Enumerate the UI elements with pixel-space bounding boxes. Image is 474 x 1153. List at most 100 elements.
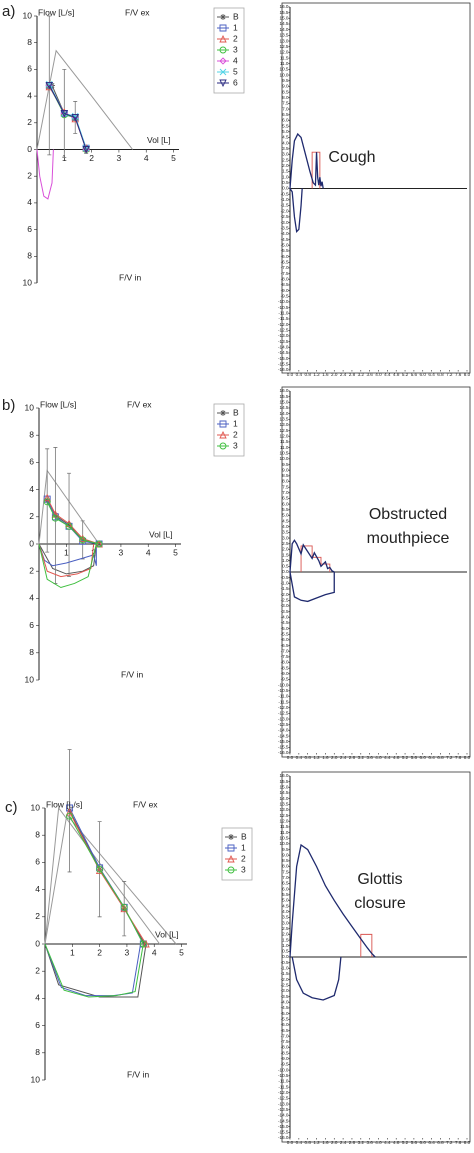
y-tick-label: -2.5: [281, 983, 289, 988]
y-tick-label: 8: [29, 647, 34, 657]
y-tick-label: 7.5: [282, 101, 289, 106]
y-tick-label: 9.5: [282, 78, 289, 83]
flow-trace: [289, 132, 324, 189]
x-tick-label: 8.0: [464, 1140, 471, 1145]
x-tick-label: 6.4: [428, 755, 435, 760]
legend-marker: [219, 420, 227, 428]
y-tick-label: -4.5: [281, 620, 289, 625]
x-tick-label: 0.8: [305, 755, 312, 760]
y-tick-label: 5.0: [282, 898, 289, 903]
y-tick-label: -4.0: [281, 231, 289, 236]
y-tick-label: 16.0: [280, 388, 289, 393]
y-tick-label: -14.0: [278, 345, 289, 350]
y-tick-label: 4: [27, 197, 32, 207]
legend-label: 1: [233, 418, 238, 428]
y-tick-label: -13.0: [278, 1101, 289, 1106]
y-tick-label: 0: [29, 538, 34, 548]
reference-line: [44, 806, 161, 945]
x-tick-label: 2: [89, 153, 94, 163]
x-tick-label: 6.0: [420, 1140, 427, 1145]
y-tick-label: -10.5: [278, 688, 289, 693]
x-tick-label: 6.8: [437, 372, 444, 377]
y-tick-label: 5.0: [282, 513, 289, 518]
marker: [95, 540, 103, 548]
x-tick-label: 8.0: [464, 755, 471, 760]
expiratory-curve: [46, 501, 100, 545]
y-tick-label: -15.0: [278, 1124, 289, 1129]
y-tick-label: -6.0: [281, 1022, 289, 1027]
x-tick-label: 4.0: [375, 1140, 382, 1145]
x-tick-label: 2.0: [331, 372, 338, 377]
y-tick-label: 15.0: [280, 16, 289, 21]
y-tick-label: 11.0: [280, 445, 289, 450]
y-tick-label: 2: [27, 117, 32, 127]
y-tick-label: -2.0: [281, 592, 289, 597]
y-tick-label: -7.5: [281, 654, 289, 659]
y-tick-label: -13.5: [278, 339, 289, 344]
y-tick-label: 0.5: [282, 564, 289, 569]
x-tick-label: 2.8: [349, 755, 356, 760]
y-tick-label: -3.0: [281, 220, 289, 225]
y-tick-label: -1.5: [281, 586, 289, 591]
y-tick-label: 12.5: [280, 428, 289, 433]
y-tick-label: -3.5: [281, 609, 289, 614]
y-tick-label: 0.5: [282, 949, 289, 954]
x-axis-label: Vol [L]: [149, 529, 173, 539]
x-tick-label: 2.8: [349, 372, 356, 377]
y-tick-label: 12.0: [280, 433, 289, 438]
y-tick-label: -12.0: [278, 705, 289, 710]
x-tick-label: 3.2: [358, 1140, 365, 1145]
panel-label: a): [2, 3, 15, 20]
y-tick-label: 10: [25, 674, 35, 684]
x-tick-label: 5: [173, 547, 178, 557]
annotation: Glottis: [357, 871, 402, 888]
y-tick-label: 14.0: [280, 796, 289, 801]
y-axis-label: Flow [L/s]: [46, 799, 82, 809]
y-tick-label: -16.0: [278, 750, 289, 755]
y-tick-label: -7.5: [281, 271, 289, 276]
y-tick-label: 10.5: [280, 835, 289, 840]
x-tick-label: 0.0: [287, 372, 294, 377]
x-tick-label: 2.0: [331, 755, 338, 760]
x-tick-label: 2: [97, 947, 102, 957]
y-tick-label: -9.0: [281, 671, 289, 676]
y-tick-label: -16.0: [278, 1135, 289, 1140]
x-tick-label: 4.0: [375, 755, 382, 760]
y-tick-label: 10: [23, 277, 33, 287]
y-tick-label: 0: [35, 938, 40, 948]
x-tick-label: 3.6: [366, 1140, 373, 1145]
y-tick-label: 2.0: [282, 163, 289, 168]
legend-label: 2: [233, 429, 238, 439]
x-tick-label: 0.0: [287, 1140, 294, 1145]
legend-label: 2: [241, 853, 246, 863]
y-tick-label: 7.0: [282, 490, 289, 495]
y-tick-label: 8: [29, 429, 34, 439]
y-tick-label: -15.5: [278, 362, 289, 367]
y-tick-label: -13.0: [278, 716, 289, 721]
y-tick-label: 5.0: [282, 129, 289, 134]
y-tick-label: -2.5: [281, 214, 289, 219]
x-tick-label: 1.6: [322, 372, 329, 377]
y-tick-label: 8: [35, 1047, 40, 1057]
y-tick-label: 0: [27, 144, 32, 154]
y-tick-label: -2.5: [281, 598, 289, 603]
x-tick-label: 7.2: [446, 755, 453, 760]
y-tick-label: -11.5: [278, 699, 289, 704]
marker: [79, 536, 87, 544]
marker: [83, 146, 90, 153]
y-tick-label: -4.0: [281, 614, 289, 619]
marker: [120, 904, 128, 913]
y-tick-label: 10.0: [280, 456, 289, 461]
legend-label: B: [241, 831, 247, 841]
y-tick-label: -7.0: [281, 1033, 289, 1038]
y-tick-label: 13.5: [280, 417, 289, 422]
x-tick-label: 3.6: [366, 755, 373, 760]
y-tick-label: 6.5: [282, 112, 289, 117]
marker: [82, 146, 90, 154]
flow-trace: [289, 843, 376, 958]
y-tick-label: 3.0: [282, 920, 289, 925]
y-tick-label: -14.0: [278, 1113, 289, 1118]
y-tick-label: 5.5: [282, 507, 289, 512]
inspiratory-curve: [44, 943, 147, 998]
y-tick-label: 10: [23, 10, 33, 20]
